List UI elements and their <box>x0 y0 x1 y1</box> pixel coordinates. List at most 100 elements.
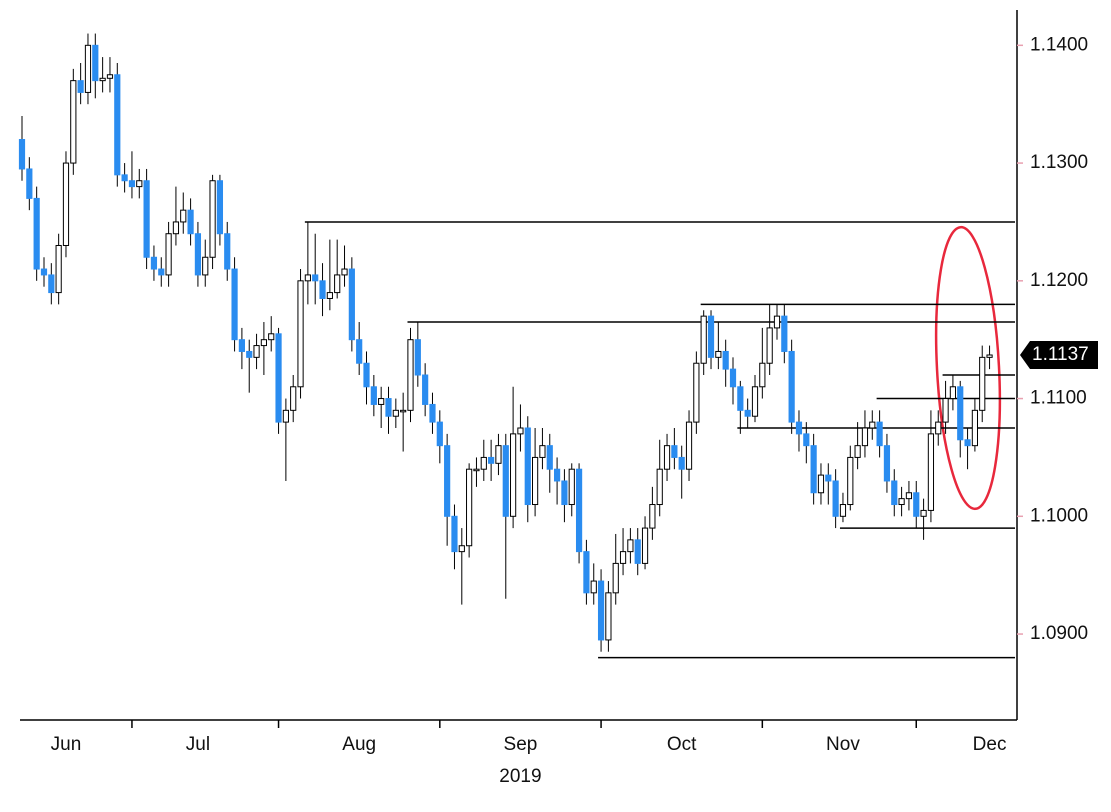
candle-body <box>444 445 451 517</box>
candle-body <box>341 268 348 276</box>
candle-body <box>231 268 238 341</box>
candle-body <box>165 233 172 276</box>
candle-body <box>290 386 297 411</box>
candle-body <box>883 445 891 482</box>
candle-body <box>605 592 612 641</box>
candle-body <box>678 456 685 470</box>
candle-body <box>671 445 678 458</box>
candle-body <box>935 421 942 435</box>
candle-body <box>502 445 509 517</box>
candle-body <box>40 268 48 276</box>
candle-body <box>158 268 165 276</box>
candle-body <box>597 580 605 641</box>
x-tick-label: Aug <box>342 734 376 755</box>
candle-body <box>92 44 99 82</box>
x-tick-label: Nov <box>826 734 860 755</box>
candle-body <box>964 439 971 447</box>
candle-body <box>561 480 568 506</box>
candle-body <box>817 474 825 494</box>
candle-body <box>715 350 722 358</box>
candle-body <box>356 339 363 364</box>
candle-body <box>971 409 978 447</box>
candle-body <box>861 427 869 447</box>
last-price-label: 1.1137 <box>1032 344 1089 365</box>
candle-body <box>480 456 487 470</box>
candle-body <box>495 445 502 464</box>
candle-body <box>766 327 773 364</box>
candle-body <box>400 409 407 413</box>
candle-body <box>759 362 766 388</box>
candle-body <box>913 492 920 517</box>
candle-body <box>172 221 180 235</box>
candle-body <box>546 445 553 470</box>
candle-body <box>143 180 150 258</box>
candle-body <box>260 339 267 347</box>
candle-body <box>663 445 671 470</box>
candle-body <box>619 551 627 564</box>
candle-body <box>392 409 399 417</box>
candle-body <box>304 274 311 282</box>
candle-body <box>422 374 429 405</box>
candle-body <box>106 74 114 79</box>
last-price-tag <box>1020 340 1098 369</box>
candle-body <box>788 350 795 423</box>
candle-body <box>825 474 832 482</box>
candle-body <box>510 433 517 517</box>
candle-body <box>927 433 935 511</box>
candle-body <box>407 339 414 411</box>
candle-body <box>957 386 964 441</box>
candle-body <box>641 527 649 564</box>
candle-body <box>282 409 289 423</box>
candle-body <box>55 244 62 294</box>
candle-body <box>202 256 209 276</box>
candle-body <box>575 468 583 553</box>
candle-body <box>224 233 231 270</box>
candle-body <box>891 480 898 506</box>
candle-body <box>246 350 253 358</box>
y-tick-label: 1.1000 <box>1030 505 1088 526</box>
candle-body <box>334 274 341 294</box>
candle-body <box>795 421 803 435</box>
candle-body <box>685 421 693 470</box>
candle-body <box>876 421 883 447</box>
candle-body <box>70 80 77 164</box>
year-label: 2019 <box>499 766 541 787</box>
candle-body <box>979 356 986 411</box>
candle-body <box>150 256 158 270</box>
candle-body <box>905 492 913 500</box>
x-tick-label: Oct <box>667 734 697 755</box>
candle-body <box>649 504 656 529</box>
candle-body <box>473 468 480 472</box>
candle-body <box>488 456 495 464</box>
candle-body <box>436 421 443 447</box>
candle-body <box>949 386 957 400</box>
candle-body <box>326 292 333 299</box>
candle-body <box>319 280 326 299</box>
candle-body <box>627 539 634 553</box>
candle-body <box>216 180 224 235</box>
candle-body <box>773 315 781 329</box>
candle-body <box>385 398 392 417</box>
candle-body <box>180 209 187 223</box>
x-tick-label: Jun <box>51 734 82 755</box>
y-tick-label: 1.0900 <box>1030 623 1088 644</box>
candle-body <box>751 386 759 417</box>
candle-body <box>458 545 465 553</box>
candle-body <box>253 345 260 358</box>
candle-body <box>348 268 355 341</box>
candle-body <box>832 480 839 517</box>
highlight-ellipse <box>934 225 1002 511</box>
candle-body <box>744 409 751 417</box>
candle-body <box>722 350 729 370</box>
candle-body <box>18 139 26 170</box>
candle-body <box>553 468 561 482</box>
candle-body <box>363 362 370 388</box>
candle-body <box>312 274 319 282</box>
candle-body <box>128 180 136 188</box>
candle-body <box>803 433 810 447</box>
candle-body <box>114 74 121 176</box>
candle-body <box>62 162 70 246</box>
y-tick-label: 1.1400 <box>1030 34 1088 55</box>
candle-body <box>121 174 128 182</box>
